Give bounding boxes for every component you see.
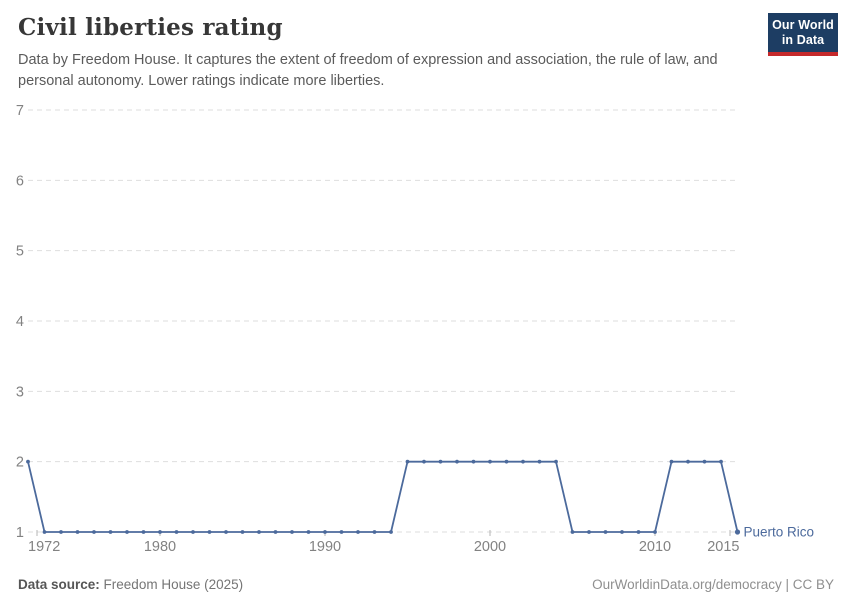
svg-text:Puerto Rico: Puerto Rico [744, 525, 815, 540]
page-title: Civil liberties rating [18, 14, 283, 41]
svg-text:2: 2 [16, 455, 24, 471]
page-subtitle: Data by Freedom House. It captures the e… [18, 52, 718, 89]
chart-footer: Data source: Freedom House (2025) OurWor… [0, 577, 850, 592]
owid-logo: Our World in Data [768, 13, 838, 56]
svg-text:5: 5 [16, 244, 24, 260]
svg-text:2015: 2015 [707, 539, 739, 555]
svg-text:4: 4 [16, 314, 24, 330]
data-source-value: Freedom House (2025) [103, 577, 244, 592]
logo-line-1: Our World [772, 18, 834, 32]
attribution-text: OurWorldinData.org/democracy | CC BY [592, 577, 834, 592]
svg-text:1: 1 [16, 525, 24, 541]
svg-text:1972: 1972 [28, 539, 60, 555]
line-chart: 1 2 3 4 5 6 7 1972 1980 1990 2000 2010 2015 Puerto Ri… [16, 103, 815, 555]
svg-text:7: 7 [16, 103, 24, 119]
svg-text:2010: 2010 [639, 539, 671, 555]
svg-text:3: 3 [16, 384, 24, 400]
logo-line-2: in Data [781, 32, 825, 47]
svg-text:1980: 1980 [144, 539, 176, 555]
chart-area: 1 2 3 4 5 6 7 1972 1980 1990 2000 2010 2015 Puerto Ri… [0, 96, 850, 566]
svg-text:6: 6 [16, 173, 24, 189]
data-source: Data source: Freedom House (2025) [18, 577, 243, 592]
svg-text:1990: 1990 [309, 539, 341, 555]
chart-header: Civil liberties rating Data by Freedom H… [0, 0, 850, 91]
data-source-label: Data source: [18, 577, 100, 592]
svg-text:2000: 2000 [474, 539, 506, 555]
